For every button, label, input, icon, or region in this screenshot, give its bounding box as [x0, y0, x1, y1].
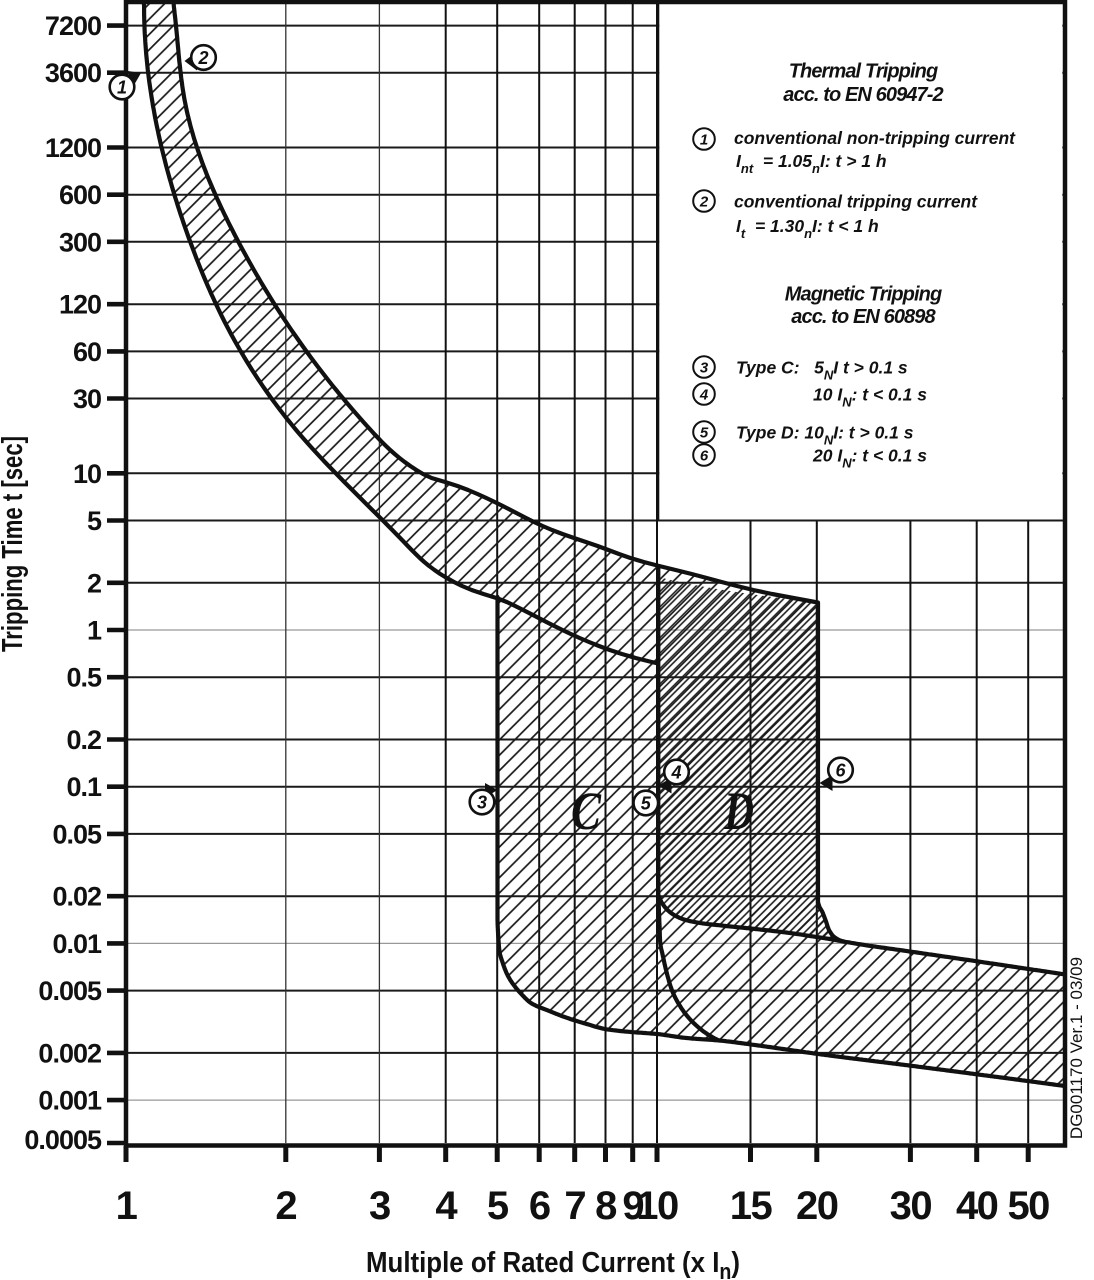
svg-text:0.001: 0.001 [38, 1086, 102, 1116]
svg-text:15: 15 [730, 1184, 773, 1228]
svg-text:30: 30 [73, 384, 101, 414]
svg-text:4: 4 [435, 1184, 458, 1228]
svg-text:50: 50 [1007, 1184, 1049, 1228]
svg-text:2: 2 [197, 48, 208, 68]
svg-text:5: 5 [87, 506, 102, 536]
svg-text:0.5: 0.5 [66, 663, 102, 693]
svg-text:4: 4 [699, 387, 709, 404]
svg-text:10: 10 [636, 1184, 678, 1228]
svg-text:0.005: 0.005 [38, 976, 102, 1006]
svg-text:5: 5 [700, 425, 709, 442]
svg-text:1: 1 [116, 1184, 138, 1228]
svg-text:D: D [723, 781, 754, 841]
svg-text:3: 3 [477, 793, 487, 813]
svg-text:2: 2 [87, 568, 101, 598]
svg-text:1: 1 [700, 132, 708, 149]
svg-text:0.2: 0.2 [66, 725, 101, 755]
svg-text:10: 10 [73, 459, 101, 489]
svg-text:20: 20 [796, 1184, 838, 1228]
svg-text:Magnetic Tripping: Magnetic Tripping [785, 284, 942, 306]
svg-text:2: 2 [699, 194, 709, 211]
svg-text:0.05: 0.05 [52, 819, 102, 849]
svg-text:600: 600 [59, 180, 101, 210]
svg-text:8: 8 [595, 1184, 617, 1228]
svg-text:5: 5 [641, 794, 652, 814]
svg-text:0.02: 0.02 [52, 882, 101, 912]
svg-text:1: 1 [117, 78, 127, 98]
svg-text:C: C [571, 781, 602, 841]
svg-text:Thermal Tripping: Thermal Tripping [789, 61, 938, 83]
svg-text:120: 120 [59, 290, 101, 320]
svg-text:300: 300 [59, 227, 101, 257]
svg-text:6: 6 [835, 761, 846, 781]
svg-text:0.0005: 0.0005 [24, 1125, 102, 1155]
svg-text:30: 30 [890, 1184, 932, 1228]
svg-text:1200: 1200 [45, 133, 101, 163]
svg-text:9: 9 [622, 1184, 643, 1228]
svg-text:6: 6 [700, 448, 709, 465]
svg-text:2: 2 [275, 1184, 296, 1228]
svg-text:acc. to EN 60947-2: acc. to EN 60947-2 [783, 84, 943, 106]
svg-text:5: 5 [487, 1184, 509, 1228]
svg-text:3: 3 [369, 1184, 390, 1228]
svg-text:0.002: 0.002 [38, 1038, 101, 1068]
svg-text:7: 7 [564, 1184, 585, 1228]
svg-text:3: 3 [700, 360, 709, 377]
svg-text:0.1: 0.1 [66, 772, 102, 802]
svg-text:7200: 7200 [45, 11, 101, 41]
svg-text:acc. to EN 60898: acc. to EN 60898 [791, 306, 936, 328]
svg-text:3600: 3600 [45, 58, 101, 88]
svg-text:conventional tripping current: conventional tripping current [734, 192, 978, 212]
svg-text:60: 60 [73, 337, 101, 367]
svg-text:Multiple of Rated Current (x I: Multiple of Rated Current (x In) [366, 1247, 740, 1280]
svg-text:1: 1 [87, 616, 102, 646]
svg-text:DG001170 Ver.1 - 03/09: DG001170 Ver.1 - 03/09 [1067, 957, 1086, 1139]
svg-text:0.01: 0.01 [52, 929, 102, 959]
svg-text:6: 6 [529, 1184, 550, 1228]
svg-text:4: 4 [670, 763, 681, 783]
svg-text:Tripping Time t [sec]: Tripping Time t [sec] [0, 436, 29, 652]
svg-text:40: 40 [956, 1184, 998, 1228]
svg-text:conventional non-tripping curr: conventional non-tripping current [734, 128, 1016, 148]
